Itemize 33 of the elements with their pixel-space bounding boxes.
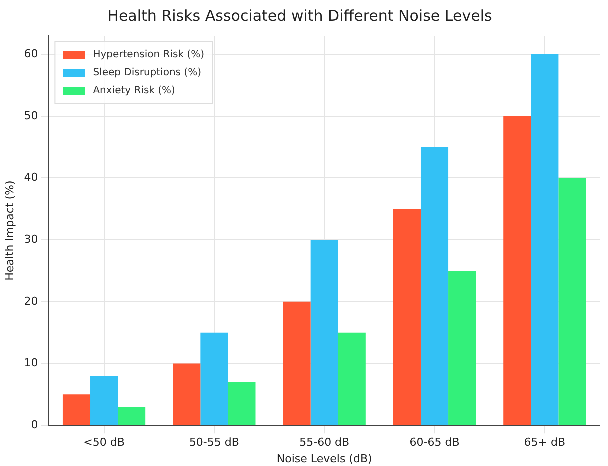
bar xyxy=(118,407,146,426)
bar xyxy=(310,240,338,426)
bar xyxy=(200,332,228,426)
y-tick-label: 30 xyxy=(24,232,38,246)
bar xyxy=(448,270,476,426)
x-tick-label: 55-60 dB xyxy=(300,436,350,450)
bar xyxy=(558,178,586,426)
y-tick-label: 0 xyxy=(31,418,38,432)
legend-label: Sleep Disruptions (%) xyxy=(93,68,202,79)
bar xyxy=(338,332,366,426)
y-tick-label: 40 xyxy=(24,171,38,184)
x-tick-label: 65+ dB xyxy=(524,436,566,450)
chart-title: Health Risks Associated with Different Noise Levels xyxy=(108,6,493,25)
bar xyxy=(228,382,256,426)
y-axis-title: Health Impact (%) xyxy=(3,180,16,281)
bar xyxy=(283,302,311,426)
x-axis-title: Noise Levels (dB) xyxy=(276,452,372,466)
bar xyxy=(420,147,449,426)
x-tick-label: 50-55 dB xyxy=(189,436,240,450)
legend-label: Hypertension Risk (%) xyxy=(93,50,205,61)
y-tick-label: 20 xyxy=(24,294,38,308)
legend-label: Anxiety Risk (%) xyxy=(93,86,176,97)
y-tick-label: 50 xyxy=(24,109,38,122)
x-tick-label: 60-65 dB xyxy=(410,436,460,450)
bar xyxy=(173,364,201,426)
bar xyxy=(62,394,91,426)
bar xyxy=(393,209,421,426)
y-tick-label: 10 xyxy=(24,356,38,370)
bar xyxy=(531,54,559,426)
x-tick-label: <50 dB xyxy=(84,436,125,450)
bar xyxy=(90,376,118,426)
y-tick-label: 60 xyxy=(24,47,38,60)
bar xyxy=(504,116,532,426)
